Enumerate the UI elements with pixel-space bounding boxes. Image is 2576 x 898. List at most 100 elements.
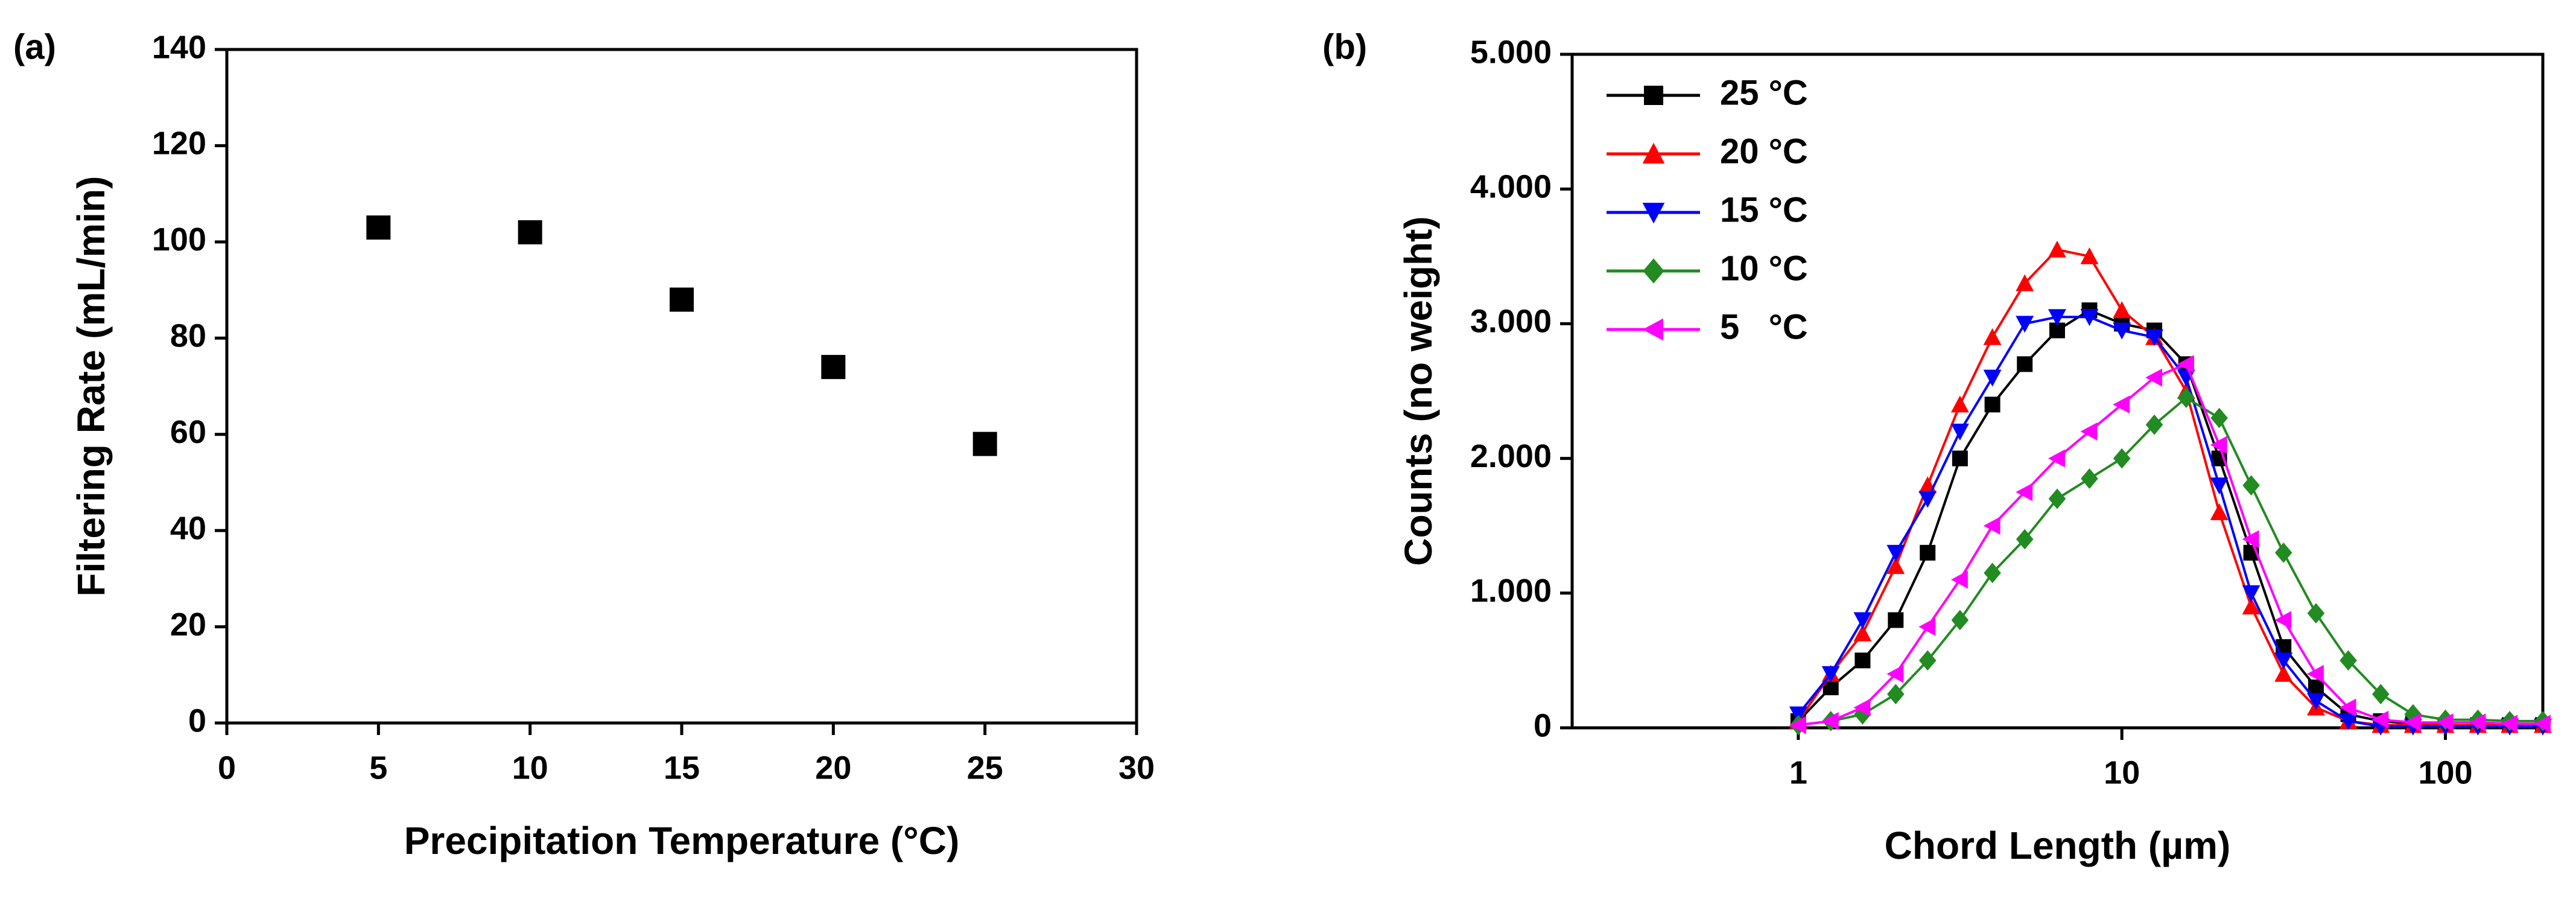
series-marker (2501, 715, 2518, 733)
y-tick-label: 60 (170, 414, 206, 450)
series-marker (2210, 503, 2229, 520)
series-marker (1821, 712, 1839, 730)
y-axis-title: Counts (no weight) (1397, 216, 1440, 565)
series-marker (2177, 387, 2195, 409)
series-marker (1918, 650, 1937, 671)
legend-marker (1643, 258, 1664, 284)
series-marker (2242, 530, 2259, 549)
series-marker (2113, 448, 2131, 469)
series-marker (1951, 610, 1969, 631)
series-marker (1918, 491, 1937, 508)
series-line (1798, 362, 2543, 727)
data-point (972, 431, 997, 456)
x-tick-label: 10 (2104, 754, 2140, 791)
series-marker (2113, 301, 2131, 319)
x-tick-label: 100 (2418, 754, 2472, 791)
series-marker (2145, 329, 2163, 346)
series-marker (2242, 475, 2260, 496)
x-axis-title: Precipitation Temperature (°C) (404, 819, 960, 862)
series-marker (2340, 650, 2357, 671)
series-marker (2080, 309, 2099, 326)
series-marker (2145, 414, 2163, 435)
series-marker (1950, 395, 1969, 413)
y-tick-label: 40 (170, 510, 206, 546)
series-marker (1886, 557, 1905, 575)
series-marker (1983, 328, 2002, 345)
series-marker (1983, 517, 2000, 535)
legend-marker (1642, 203, 1665, 224)
series-marker (2403, 713, 2421, 732)
series-marker (2016, 529, 2034, 550)
series-marker (2242, 585, 2260, 602)
series-marker (2274, 652, 2293, 670)
series-marker (1952, 450, 1968, 467)
x-tick-label: 30 (1118, 750, 1155, 786)
plot-frame (1570, 53, 2545, 730)
series-marker (2113, 395, 2130, 414)
series-line (1797, 316, 2543, 728)
series-marker (1853, 612, 1872, 629)
x-tick-label: 15 (664, 750, 700, 786)
series-marker (2048, 309, 2066, 326)
series-marker (1983, 369, 2002, 387)
x-tick-label: 1 (1789, 754, 1807, 791)
series-marker (1950, 570, 1968, 589)
series-marker (2274, 664, 2293, 682)
series-marker (2404, 704, 2422, 725)
legend-marker (1644, 86, 1663, 105)
series-marker (2210, 407, 2228, 428)
series-marker (1888, 612, 1904, 628)
y-tick-label: 80 (170, 318, 206, 354)
series-marker (1918, 617, 1936, 636)
series-marker (2049, 322, 2065, 339)
series-marker (1789, 716, 1806, 734)
panel-label: (b) (1322, 27, 1367, 66)
legend-label: 25 °C (1720, 73, 1808, 112)
plot-frame (225, 48, 1138, 725)
series-marker (2081, 468, 2098, 489)
y-tick-label: 100 (152, 221, 206, 258)
series-marker (2307, 664, 2324, 683)
x-tick-label: 0 (218, 750, 236, 786)
series-marker (1984, 396, 2000, 413)
series-line (1797, 308, 2543, 727)
series-marker (2371, 684, 2390, 705)
series-marker (1920, 544, 1936, 561)
legend-label: 5 °C (1720, 307, 1808, 346)
series-marker (2371, 710, 2389, 729)
series-marker (2274, 611, 2292, 629)
y-tick-label: 140 (152, 29, 206, 65)
series-marker (2016, 274, 2034, 291)
series-marker (2080, 422, 2098, 441)
y-tick-label: 3.000 (1470, 304, 1552, 340)
x-axis-title: Chord Length (µm) (1885, 824, 2231, 867)
y-tick-label: 120 (152, 126, 206, 162)
series-marker (2080, 247, 2099, 264)
data-point (366, 215, 391, 240)
series-marker (2307, 603, 2325, 624)
series-marker (1823, 680, 1839, 696)
y-axis-title: Filtering Rate (mL/min) (69, 176, 113, 597)
series-marker (1854, 652, 1871, 669)
panel-label: (a) (13, 27, 56, 66)
data-point (670, 287, 694, 312)
series-marker (1853, 624, 1872, 642)
series-marker (2339, 713, 2358, 730)
series-marker (2145, 368, 2163, 387)
legend-marker (1642, 318, 1663, 341)
series-marker (2308, 680, 2324, 696)
y-tick-label: 5.000 (1470, 34, 1552, 70)
series-marker (2534, 715, 2551, 733)
series-marker (2017, 356, 2033, 372)
series-marker (2048, 240, 2066, 258)
x-tick-label: 20 (815, 750, 851, 786)
series-marker (2210, 477, 2229, 495)
y-tick-label: 2.000 (1470, 438, 1552, 474)
y-tick-label: 0 (1534, 707, 1552, 744)
series-marker (1984, 562, 2001, 584)
series-marker (2016, 316, 2034, 333)
series-marker (2016, 483, 2033, 502)
series-marker (1853, 698, 1871, 717)
